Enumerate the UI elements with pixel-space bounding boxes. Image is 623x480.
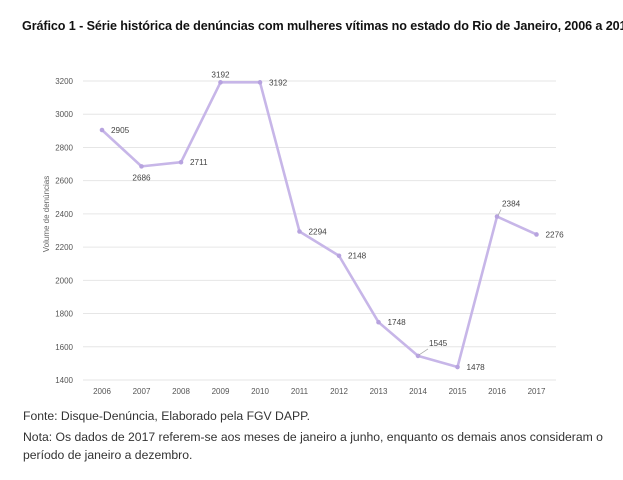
data-label: 2686 bbox=[132, 173, 151, 182]
data-label: 2294 bbox=[309, 227, 328, 236]
y-tick-label: 1400 bbox=[55, 376, 73, 385]
data-point bbox=[455, 364, 460, 370]
y-tick-label: 2000 bbox=[55, 276, 73, 285]
x-tick-label: 2012 bbox=[330, 387, 348, 396]
data-label: 1748 bbox=[388, 318, 407, 327]
gridlines bbox=[83, 80, 556, 381]
data-point bbox=[178, 159, 184, 165]
x-tick-label: 2006 bbox=[93, 387, 111, 396]
x-tick-label: 2007 bbox=[133, 387, 151, 396]
series-polyline bbox=[101, 81, 538, 369]
y-tick-label: 2200 bbox=[55, 243, 73, 252]
y-tick-label: 3000 bbox=[55, 110, 73, 119]
data-label: 3192 bbox=[269, 78, 288, 87]
series-line bbox=[99, 80, 539, 370]
data-label: 2711 bbox=[190, 158, 208, 167]
data-label: 2905 bbox=[111, 126, 130, 135]
data-point bbox=[99, 127, 105, 133]
y-tick-label: 2400 bbox=[55, 210, 73, 219]
data-label: 2148 bbox=[348, 252, 367, 261]
data-label: 1478 bbox=[467, 363, 486, 372]
line-chart: 1400 1600 1800 2000 2200 2400 2600 2800 3000 3200… bbox=[42, 70, 564, 396]
y-tick-label: 1800 bbox=[55, 310, 73, 319]
data-label: 3192 bbox=[211, 70, 230, 79]
note-text: Nota: Os dados de 2017 referem-se aos me… bbox=[23, 430, 603, 462]
chart-title: Gráfico 1 - Série histórica de denúncias… bbox=[22, 19, 623, 33]
x-tick-label: 2009 bbox=[212, 387, 230, 396]
x-tick-label: 2017 bbox=[528, 387, 546, 396]
y-tick-label: 2600 bbox=[55, 177, 73, 186]
data-point bbox=[218, 80, 223, 85]
x-tick-label: 2015 bbox=[449, 387, 467, 396]
data-point bbox=[297, 229, 302, 234]
data-point bbox=[257, 80, 263, 85]
x-tick-label: 2010 bbox=[251, 387, 269, 396]
y-axis-label: Volume de denúncias bbox=[42, 176, 51, 253]
data-point bbox=[534, 232, 539, 237]
y-tick-label: 3200 bbox=[55, 77, 73, 86]
data-point bbox=[336, 253, 342, 259]
data-labels: 2905 2686 2711 3192 3192 2294 2148 1748 1545 1478… bbox=[111, 70, 564, 372]
y-tick-label: 1600 bbox=[55, 343, 73, 352]
x-tick-label: 2011 bbox=[291, 387, 309, 396]
x-axis-ticks: 2006 2007 2008 2009 2010 2011 2012 2013 2014 2015… bbox=[93, 387, 546, 396]
data-label: 2384 bbox=[502, 200, 521, 209]
data-point bbox=[376, 319, 381, 325]
data-label: 2276 bbox=[546, 230, 565, 239]
source-text: Fonte: Disque-Denúncia, Elaborado pela F… bbox=[23, 409, 311, 423]
x-tick-label: 2008 bbox=[172, 387, 190, 396]
label-leader bbox=[418, 348, 429, 356]
x-tick-label: 2014 bbox=[409, 387, 427, 396]
y-axis-ticks: 1400 1600 1800 2000 2200 2400 2600 2800 3000 3200 bbox=[55, 77, 73, 385]
y-tick-label: 2800 bbox=[55, 143, 73, 152]
label-leader bbox=[497, 209, 502, 216]
data-label: 1545 bbox=[429, 339, 448, 348]
x-tick-label: 2013 bbox=[370, 387, 388, 396]
data-point bbox=[139, 164, 144, 169]
x-tick-label: 2016 bbox=[488, 387, 506, 396]
